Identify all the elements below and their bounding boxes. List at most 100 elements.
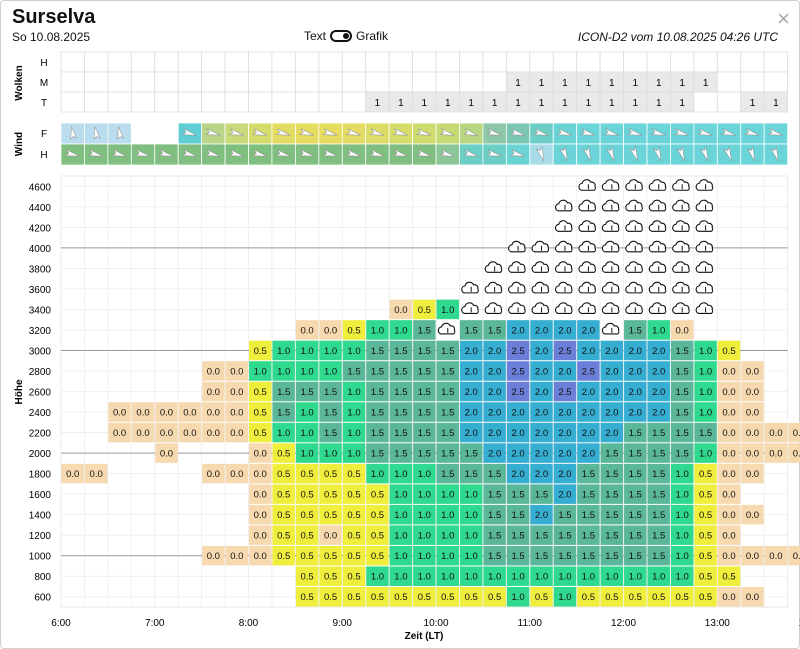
heat-cell xyxy=(319,463,342,484)
wind-arrow-icon xyxy=(462,128,479,136)
heat-cell xyxy=(647,463,670,484)
heat-cell xyxy=(483,586,506,607)
cloud-icon xyxy=(625,261,643,273)
wind-cell xyxy=(154,122,179,145)
heat-value: 0.0 xyxy=(136,428,149,439)
wind-arrow-icon xyxy=(117,126,125,140)
heat-value: 1.0 xyxy=(394,551,407,562)
cloud-outline xyxy=(554,199,573,212)
wind-arrow-icon xyxy=(368,149,385,157)
heat-value: 1.5 xyxy=(605,510,618,521)
toggle-switch[interactable] xyxy=(330,30,353,42)
heat-value: 1.5 xyxy=(371,428,384,439)
heat-value: 2.0 xyxy=(652,387,665,398)
close-icon[interactable]: × xyxy=(777,6,790,31)
heat-value: 0.5 xyxy=(699,572,712,583)
cloud-value: 1 xyxy=(703,78,709,89)
heat-value: 1.5 xyxy=(676,449,689,460)
heat-cell xyxy=(600,484,624,504)
heat-cell xyxy=(389,463,413,484)
cloud-row-label-T: T xyxy=(41,98,47,109)
heat-value: 1.5 xyxy=(418,428,431,439)
cloud-cell xyxy=(201,71,226,93)
heat-value: 1.5 xyxy=(418,325,431,336)
heat-value: 1.5 xyxy=(418,449,431,460)
heat-value: 1.0 xyxy=(418,490,431,501)
heat-value: 1.5 xyxy=(629,490,642,501)
heat-value: 1.5 xyxy=(488,551,501,562)
heat-value: 0.0 xyxy=(722,408,735,419)
heat-cell xyxy=(459,525,483,545)
heat-cell xyxy=(342,545,366,566)
heat-value: 2.0 xyxy=(511,469,524,480)
heat-value: 0.0 xyxy=(183,408,196,419)
cloud-icon xyxy=(601,199,620,212)
heat-cell xyxy=(295,504,319,525)
heat-value: 1.0 xyxy=(511,592,524,603)
wind-row-label-H: H xyxy=(40,150,47,161)
heat-value: 0.0 xyxy=(230,387,243,398)
heat-cell xyxy=(342,586,366,607)
y-tick-label: 4600 xyxy=(29,182,52,193)
heat-cell xyxy=(342,525,366,545)
heat-value: 1.0 xyxy=(418,469,431,480)
heat-value: 2.0 xyxy=(558,428,571,439)
cloud-value: 1 xyxy=(375,98,381,109)
heat-value: 0.5 xyxy=(347,325,360,336)
heat-value: 2.0 xyxy=(465,346,478,357)
heat-cell xyxy=(647,443,670,463)
heat-cell xyxy=(483,443,506,463)
heat-cell xyxy=(530,320,553,340)
heat-cell xyxy=(225,545,249,566)
cloud-value: 1 xyxy=(632,98,638,109)
heat-cell xyxy=(366,422,389,443)
wind-arrow-icon xyxy=(652,145,662,162)
heat-value: 1.0 xyxy=(676,469,689,480)
heat-value: 1.0 xyxy=(699,387,712,398)
heat-value: 0.5 xyxy=(277,469,290,480)
cloud-icon xyxy=(625,179,643,191)
heat-cell xyxy=(670,484,694,504)
heat-value: 2.0 xyxy=(465,366,478,377)
cloud-outline xyxy=(695,261,714,273)
heat-cell xyxy=(483,566,506,586)
heat-cell xyxy=(506,340,530,361)
cloud-outline xyxy=(554,220,573,232)
cloud-icon xyxy=(695,281,714,294)
cloud-cell xyxy=(177,51,203,73)
heat-value: 0.5 xyxy=(394,592,407,603)
heat-cell xyxy=(577,443,600,463)
heat-cell xyxy=(741,381,764,402)
heat-cell xyxy=(600,402,624,422)
view-toggle[interactable]: Text Grafik xyxy=(304,29,388,43)
heat-value: 2.0 xyxy=(535,325,548,336)
heat-value: 0.0 xyxy=(746,428,759,439)
heat-cell xyxy=(413,504,436,525)
heat-value: 1.5 xyxy=(511,551,524,562)
cloud-cell xyxy=(294,91,320,113)
cloud-outline xyxy=(648,179,667,191)
cloud-icon xyxy=(695,220,714,232)
x-tick-label: 9:00 xyxy=(333,618,353,629)
heat-cell xyxy=(647,545,670,566)
heat-value: 0.5 xyxy=(465,592,478,603)
heat-cell xyxy=(624,443,647,463)
heat-cell xyxy=(295,381,319,402)
heat-value: 1.0 xyxy=(558,592,571,603)
heat-cell xyxy=(577,484,600,504)
cloud-cell xyxy=(60,51,85,73)
heat-value: 0.5 xyxy=(371,510,384,521)
heat-value: 2.0 xyxy=(465,408,478,419)
cloud-icon xyxy=(578,220,596,232)
cloud-icon xyxy=(648,261,667,273)
heat-cell xyxy=(295,340,319,361)
heat-value: 1.0 xyxy=(558,572,571,583)
heat-value: 1.5 xyxy=(441,387,454,398)
heat-value: 0.0 xyxy=(722,551,735,562)
wind-arrow-icon xyxy=(111,149,127,157)
heat-cell xyxy=(366,586,389,607)
wind-arrow-icon xyxy=(769,145,779,162)
wind-arrow-icon xyxy=(697,128,713,136)
heat-cell xyxy=(366,402,389,422)
heat-cell xyxy=(624,320,647,340)
